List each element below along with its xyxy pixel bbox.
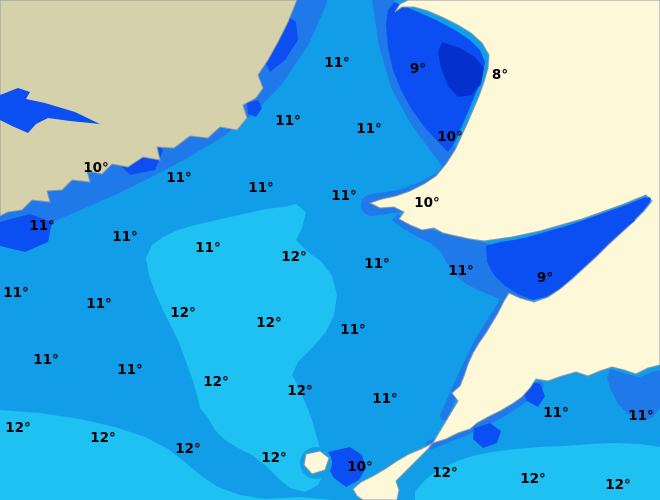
temp-label: 11° [112, 229, 138, 245]
channel-12deg-zone [415, 443, 660, 500]
river-severn [615, 197, 651, 233]
scilly-isles [303, 450, 330, 475]
temp-label: 10° [83, 160, 109, 176]
ireland-landmass [0, 0, 298, 217]
temp-label: 11° [117, 362, 143, 378]
temp-label: 11° [372, 391, 398, 407]
irish-coast-patch-north [262, 12, 298, 72]
temp-label: 11° [33, 352, 59, 368]
temp-label: 11° [448, 263, 474, 279]
temp-label: 12° [281, 249, 307, 265]
temp-label: 8° [492, 67, 508, 83]
waterford-estuary [0, 88, 100, 133]
temp-label: 11° [166, 170, 192, 186]
temp-label: 11° [275, 113, 301, 129]
temp-label: 11° [331, 188, 357, 204]
temp-label: 9° [410, 61, 426, 77]
temp-label: 12° [175, 441, 201, 457]
lyme-bay-10deg-patch [607, 369, 660, 421]
temp-label: 12° [287, 383, 313, 399]
temp-label: 12° [90, 430, 116, 446]
temp-label: 11° [324, 55, 350, 71]
temp-label: 10° [347, 459, 373, 475]
lands-end-10deg-patch [326, 447, 366, 487]
temp-label: 11° [29, 218, 55, 234]
southwest-12deg-zone [0, 410, 332, 500]
temp-label: 12° [203, 374, 229, 390]
temp-label: 11° [364, 256, 390, 272]
severn-estuary-9deg-zone [486, 197, 650, 300]
temp-label: 12° [256, 315, 282, 331]
temp-label: 11° [340, 322, 366, 338]
temp-label: 10° [414, 195, 440, 211]
cardigan-bay-8deg-zone [438, 42, 484, 97]
temp-label: 11° [3, 285, 29, 301]
temp-label: 12° [170, 305, 196, 321]
temperature-labels-layer: 11° 9° 8° 11° 11° 10° 10° 11° 11° 11° 10° 11° 11° 11°… [3, 55, 654, 493]
celtic-sea-12deg-blob [146, 204, 337, 492]
temp-label: 11° [248, 180, 274, 196]
britain-landmass [352, 0, 660, 500]
temp-label: 11° [86, 296, 112, 312]
temp-label: 12° [520, 471, 546, 487]
wexford-harbour-inlet [247, 100, 262, 117]
irish-coast-patch-south [0, 214, 52, 252]
temp-label: 12° [432, 465, 458, 481]
cardigan-bay-9deg-zone [386, 2, 485, 152]
temp-label: 12° [605, 477, 631, 493]
temp-label: 11° [543, 405, 569, 421]
temp-label: 12° [5, 420, 31, 436]
temp-label: 11° [628, 408, 654, 424]
temp-label: 12° [261, 450, 287, 466]
bristol-channel-10deg-zone [392, 214, 532, 308]
temp-label: 11° [195, 240, 221, 256]
falmouth-bay-patch [473, 423, 501, 448]
temp-label: 10° [437, 129, 463, 145]
temp-label: 9° [537, 270, 553, 286]
temp-label: 11° [356, 121, 382, 137]
